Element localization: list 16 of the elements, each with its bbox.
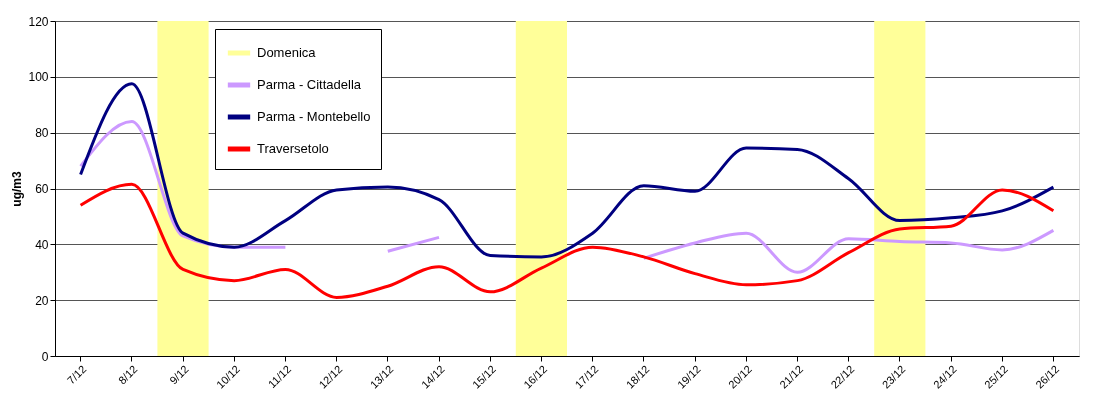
legend-label: Parma - Cittadella bbox=[257, 77, 362, 92]
y-tick-label: 60 bbox=[35, 182, 49, 196]
y-axis-title: ug/m3 bbox=[10, 171, 25, 207]
y-tick-label: 80 bbox=[35, 126, 49, 141]
legend-label: Parma - Montebello bbox=[257, 109, 371, 124]
y-tick-label: 20 bbox=[35, 293, 49, 308]
line-series bbox=[79, 182, 1055, 299]
y-tick-label: 120 bbox=[28, 14, 49, 29]
y-tick-label: 40 bbox=[35, 237, 49, 252]
x-tick-label: 8/12 bbox=[115, 362, 140, 387]
y-tick-label: 100 bbox=[28, 70, 49, 85]
y-tick-label: 0 bbox=[41, 349, 49, 364]
legend-label: Traversetolo bbox=[257, 141, 329, 156]
legend-label: Domenica bbox=[257, 45, 317, 60]
x-tick-label: 7/12 bbox=[64, 362, 89, 387]
line-series bbox=[79, 82, 1055, 259]
